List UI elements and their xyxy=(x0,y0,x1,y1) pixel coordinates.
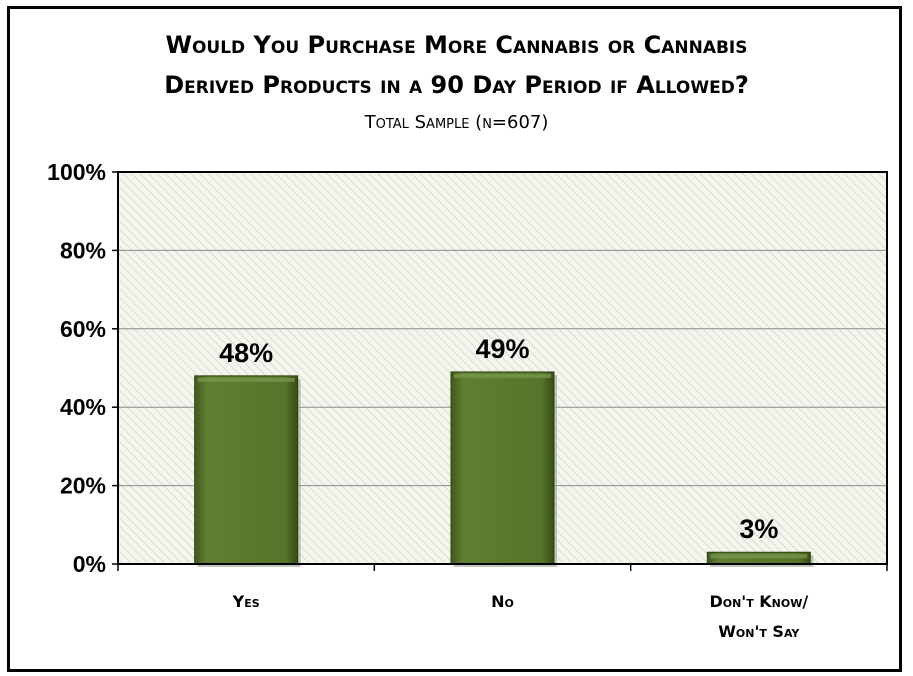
bar xyxy=(194,375,301,567)
x-category-label: Yes xyxy=(232,592,260,611)
x-category-label: No xyxy=(491,592,514,611)
data-label: 3% xyxy=(739,514,778,544)
plot-border xyxy=(117,171,888,565)
y-tick-label: 0% xyxy=(73,551,106,577)
chart-title-line-1: Would You Purchase More Cannabis or Cann… xyxy=(165,31,748,59)
data-label: 48% xyxy=(219,338,273,368)
data-label: 49% xyxy=(475,334,529,364)
bar xyxy=(450,371,557,567)
x-category-label: Don't Know/ xyxy=(709,592,808,611)
chart-title-line-2: Derived Products in a 90 Day Period if A… xyxy=(164,71,749,99)
y-tick-label: 60% xyxy=(60,316,106,342)
y-tick-label: 80% xyxy=(60,237,106,263)
x-category-label: Won't Say xyxy=(718,622,800,641)
y-tick-label: 20% xyxy=(60,473,106,499)
y-tick-label: 40% xyxy=(60,394,106,420)
y-tick-label: 100% xyxy=(47,159,106,185)
chart-subtitle: Total Sample (n=607) xyxy=(364,112,549,133)
